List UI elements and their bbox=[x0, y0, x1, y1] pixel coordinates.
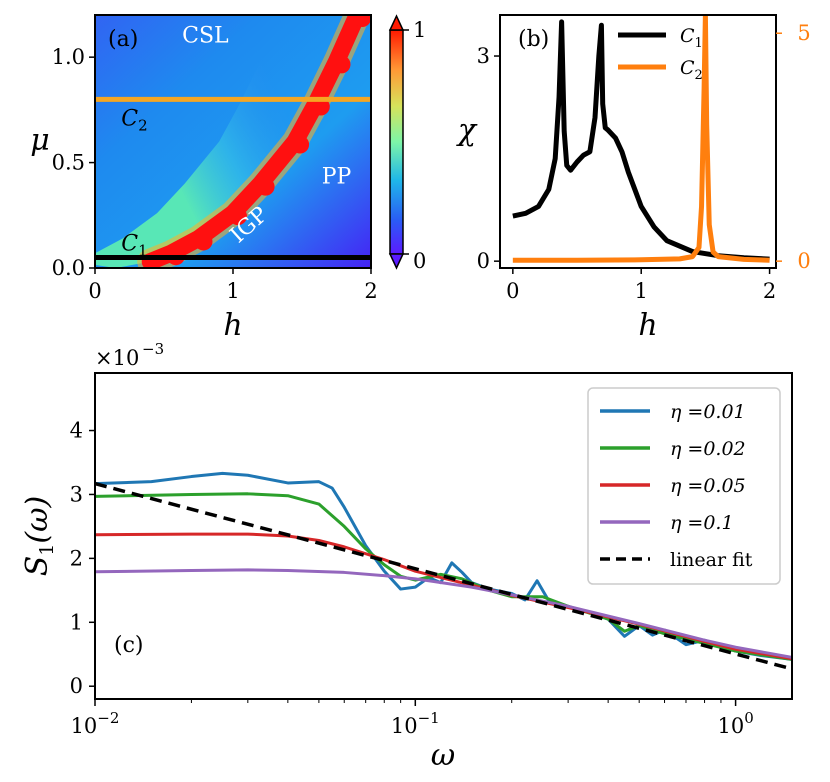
colorbar-max-label: 1 bbox=[413, 18, 426, 42]
x-tick-label: 100 bbox=[717, 709, 753, 738]
series-line-c2 bbox=[512, 15, 770, 263]
x-tick-label: 2 bbox=[364, 279, 377, 303]
colorbar-min-label: 0 bbox=[413, 249, 426, 273]
legend-label-3: η =0.05 bbox=[670, 475, 746, 497]
cut-label-c2-sub: 2 bbox=[138, 116, 148, 134]
series-line-2 bbox=[95, 492, 792, 661]
igp-ridge bbox=[137, 15, 371, 268]
y-multiplier-base: ×10 bbox=[95, 346, 139, 370]
panel-c-tag: (c) bbox=[114, 633, 144, 658]
series-line-4 bbox=[95, 568, 792, 659]
x-tick-label: 10−1 bbox=[391, 709, 440, 738]
heatmap-glow bbox=[95, 15, 358, 268]
ridge-lobe bbox=[311, 97, 330, 116]
cut-label-c1-main: C bbox=[121, 231, 138, 256]
colorbar-bottom-cap bbox=[388, 253, 405, 270]
panel-a-ylabel: μ bbox=[30, 123, 50, 158]
legend-label-2: η =0.02 bbox=[670, 438, 746, 460]
fit-line bbox=[95, 481, 792, 671]
ridge-lobe bbox=[353, 15, 371, 27]
x-tick-label: 10−2 bbox=[71, 709, 120, 738]
legend-label-c2-sub: 2 bbox=[695, 68, 703, 83]
x-tick-label: 0 bbox=[506, 279, 519, 303]
y-tick-label: 0.0 bbox=[52, 256, 85, 280]
x-tick-label: 1 bbox=[226, 279, 239, 303]
y-tick-label: 0.5 bbox=[52, 151, 85, 175]
panel-a-tag: (a) bbox=[108, 27, 138, 52]
y-tick-right-label: 5 bbox=[797, 21, 810, 45]
panel-b-ylabel: χ bbox=[456, 113, 478, 148]
ridge-lobe bbox=[332, 55, 351, 74]
x-tick-label: 0 bbox=[88, 279, 101, 303]
y-tick-label: 0 bbox=[70, 674, 83, 698]
panel-a-ticks: 0 1 2 0.0 0.5 1.0 bbox=[52, 45, 378, 303]
legend-label-c1: C1 bbox=[680, 25, 703, 51]
panel-b-series bbox=[512, 15, 770, 263]
y-tick-label: 4 bbox=[70, 419, 83, 443]
y-tick-label: 1.0 bbox=[52, 45, 85, 69]
panel-b-frame bbox=[499, 14, 777, 269]
y-tick-left-label: 3 bbox=[477, 44, 490, 68]
legend-label-c2: C2 bbox=[680, 57, 703, 83]
panel-a-xlabel: h bbox=[223, 308, 242, 343]
panel-b-tag: (b) bbox=[518, 27, 549, 52]
y-tick-label: 3 bbox=[70, 482, 83, 506]
svg-text:S1(ω): S1(ω) bbox=[20, 496, 58, 577]
panel-c-frame bbox=[94, 372, 793, 700]
panel-b-xlabel: h bbox=[638, 308, 657, 343]
legend-label-1: η =0.01 bbox=[670, 401, 746, 423]
cut-label-c2-main: C bbox=[121, 106, 138, 131]
legend-label-5: linear fit bbox=[670, 549, 753, 571]
legend-box bbox=[587, 387, 781, 585]
colorbar: 1 0 bbox=[388, 14, 426, 273]
legend-label-c1-main: C bbox=[680, 25, 695, 47]
region-label-csl: CSL bbox=[182, 23, 229, 48]
colorbar-top-cap bbox=[388, 14, 405, 31]
region-label-pp: PP bbox=[322, 165, 352, 190]
series-line-c1 bbox=[512, 19, 770, 262]
y-tick-label: 1 bbox=[70, 610, 83, 634]
cut-label-c2: C2 bbox=[121, 106, 147, 134]
ridge-lobe bbox=[229, 207, 247, 226]
legend-label-c1-sub: 1 bbox=[695, 36, 703, 51]
colorbar-gradient bbox=[389, 29, 404, 255]
ylabel-arg: (ω) bbox=[20, 496, 55, 544]
x-tick-label: 1 bbox=[635, 279, 648, 303]
panel-c-xlabel: ω bbox=[431, 738, 455, 773]
cut-label-c1: C1 bbox=[121, 231, 147, 259]
ridge-lobe bbox=[194, 232, 213, 251]
panel-c-ylabel: S1(ω) bbox=[20, 496, 58, 577]
y-multiplier-exp: −3 bbox=[142, 340, 164, 358]
ridge-lobe bbox=[291, 135, 310, 154]
ylabel-main: S bbox=[20, 556, 55, 577]
cut-label-c1-sub: 1 bbox=[138, 241, 148, 259]
ridge-lobe bbox=[256, 177, 275, 196]
y-tick-label: 2 bbox=[70, 546, 83, 570]
x-tick-label: 2 bbox=[763, 279, 776, 303]
y-tick-left-label: 0 bbox=[477, 249, 490, 273]
legend-label-c2-main: C bbox=[680, 57, 695, 79]
panel-c-series bbox=[95, 471, 792, 671]
y-multiplier: ×10 −3 bbox=[95, 340, 164, 370]
panel-c-ticks: 0 1 2 3 4 10−2 10−1 100 bbox=[70, 419, 754, 738]
panel-c-legend: η =0.01 η =0.02 η =0.05 η =0.1 linear fit bbox=[587, 387, 781, 585]
legend-label-4: η =0.1 bbox=[670, 512, 734, 534]
y-tick-right-label: 0 bbox=[797, 249, 810, 273]
ylabel-sub: 1 bbox=[36, 544, 58, 556]
